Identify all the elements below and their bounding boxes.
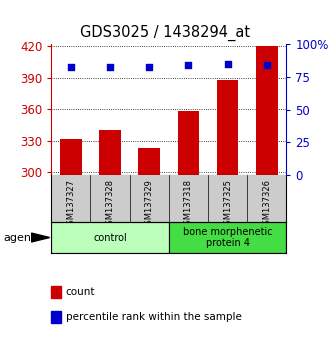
- Text: GSM137325: GSM137325: [223, 179, 232, 230]
- Bar: [60, 138, 82, 175]
- Text: GSM137318: GSM137318: [184, 179, 193, 230]
- Text: GSM137327: GSM137327: [67, 179, 75, 230]
- Text: bone morphenetic
protein 4: bone morphenetic protein 4: [183, 227, 272, 248]
- Point: [147, 64, 152, 69]
- Bar: [217, 80, 238, 175]
- Text: percentile rank within the sample: percentile rank within the sample: [66, 312, 241, 322]
- Polygon shape: [31, 233, 50, 242]
- Bar: [169, 222, 286, 253]
- Text: GSM137328: GSM137328: [106, 179, 115, 230]
- Point: [225, 61, 230, 67]
- Text: GSM137326: GSM137326: [262, 179, 271, 230]
- Bar: [256, 46, 277, 175]
- Text: count: count: [66, 287, 95, 297]
- Bar: [178, 111, 199, 175]
- Text: control: control: [93, 233, 127, 242]
- Bar: [99, 130, 121, 175]
- Point: [264, 62, 269, 68]
- Bar: [138, 148, 160, 175]
- Point: [107, 64, 113, 69]
- Bar: [51, 222, 169, 253]
- Point: [186, 62, 191, 68]
- Text: GSM137329: GSM137329: [145, 179, 154, 230]
- Text: GDS3025 / 1438294_at: GDS3025 / 1438294_at: [80, 25, 251, 41]
- Text: agent: agent: [3, 233, 36, 242]
- Point: [68, 64, 73, 69]
